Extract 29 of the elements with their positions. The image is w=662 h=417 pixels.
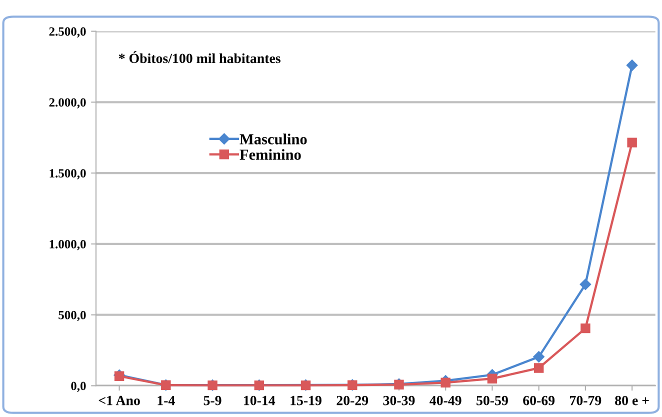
x-tick-label: 15-19 — [290, 396, 322, 406]
x-tick-label: <1 Ano — [98, 396, 140, 406]
point — [534, 363, 544, 373]
y-tick-label: 2.500,0 — [49, 27, 86, 38]
x-tick-label: 10-14 — [244, 396, 276, 406]
legend-label: Masculino — [240, 134, 307, 144]
y-tick-label: 1.500,0 — [50, 169, 86, 180]
y-tick-label: 2.000,0 — [49, 98, 86, 108]
y-tick-label: 1.000,0 — [50, 240, 86, 250]
x-tick-label: 70-79 — [570, 396, 602, 406]
x-tick-label: 30-39 — [383, 396, 415, 406]
legend-label: Feminino — [240, 149, 301, 160]
x-tick-label: 1-4 — [158, 396, 175, 406]
point — [626, 60, 638, 71]
x-tick-label: 60-69 — [523, 396, 555, 406]
point — [440, 378, 450, 388]
x-tick-label: 50-59 — [476, 396, 508, 406]
point — [487, 374, 498, 384]
y-tick-label: 0,0 — [71, 382, 86, 392]
point — [533, 351, 544, 362]
annotation: * Óbitos/100 mil habitantes — [118, 51, 280, 64]
point — [627, 138, 637, 148]
y-tick-label: 500,0 — [58, 310, 86, 322]
point — [580, 323, 590, 334]
point — [580, 278, 592, 290]
x-tick-label: 80 e + — [615, 396, 649, 406]
x-tick-label: 5-9 — [204, 396, 222, 406]
x-tick-label: 40-49 — [430, 396, 462, 406]
x-tick-label: 20-29 — [336, 396, 368, 406]
